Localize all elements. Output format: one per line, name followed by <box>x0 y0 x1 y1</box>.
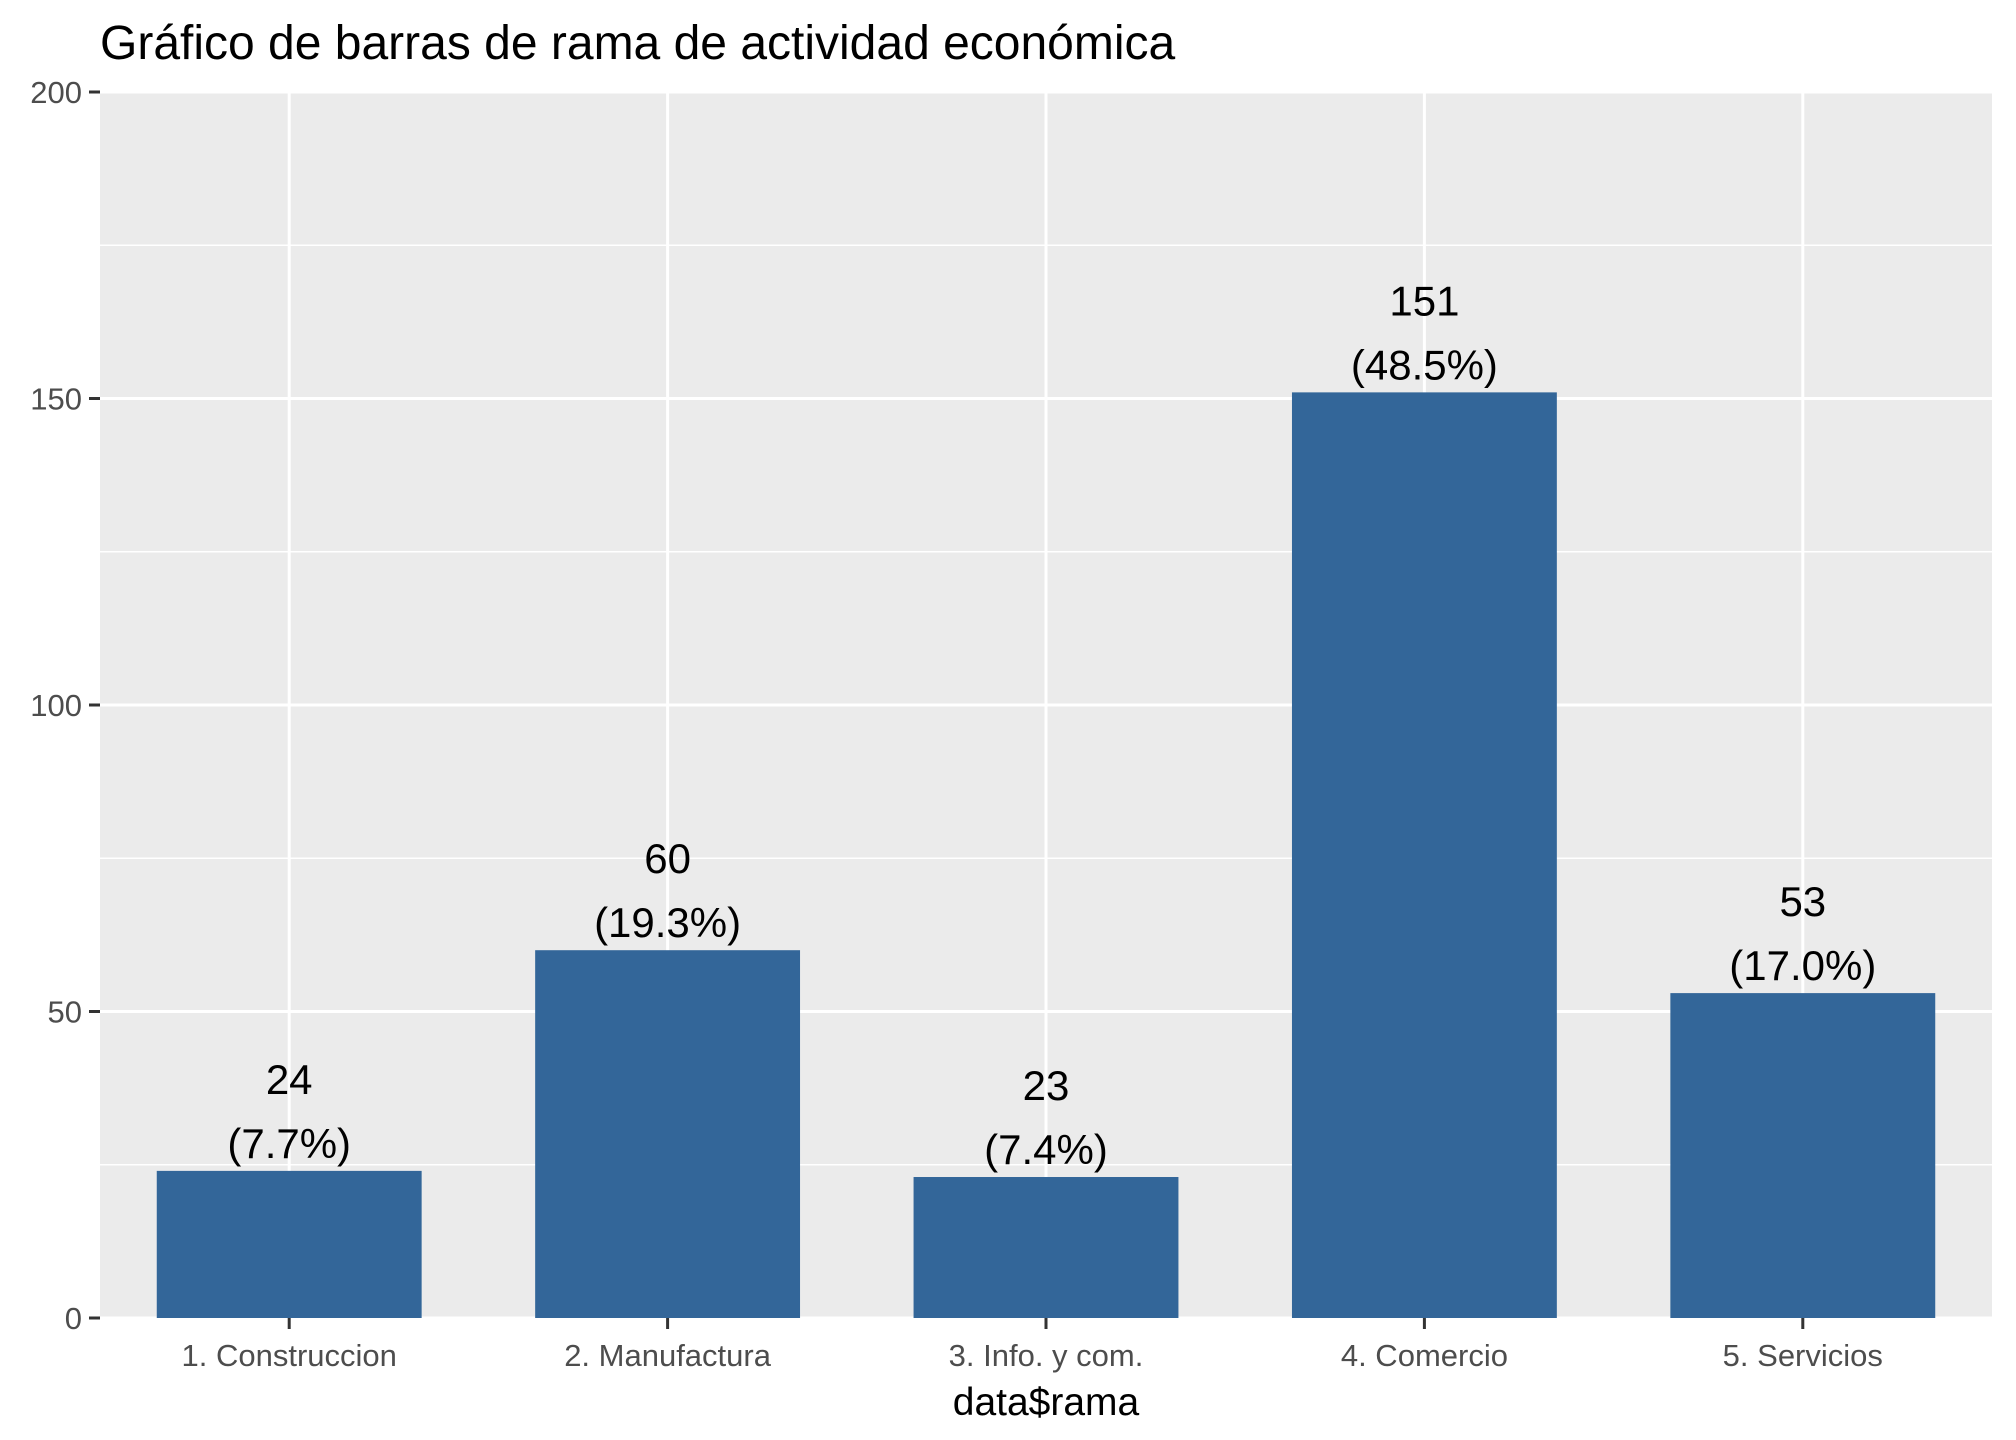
data-label-value: 23 <box>1023 1062 1070 1109</box>
data-label-percent: (17.0%) <box>1729 942 1876 989</box>
bar <box>156 1170 422 1318</box>
x-tick-label: 3. Info. y com. <box>949 1338 1144 1373</box>
bars <box>156 392 1936 1318</box>
x-tick-label: 4. Comercio <box>1341 1338 1508 1373</box>
bar <box>535 950 801 1318</box>
y-tick-label: 0 <box>65 1301 82 1336</box>
data-label-percent: (7.7%) <box>227 1120 351 1167</box>
data-label-value: 53 <box>1779 878 1826 925</box>
x-axis: 1. Construccion 2. Manufactura 3. Info. y … <box>182 1318 1883 1373</box>
x-tick-label: 5. Servicios <box>1723 1338 1883 1373</box>
data-label-percent: (19.3%) <box>594 899 741 946</box>
data-label-value: 151 <box>1389 277 1459 324</box>
x-tick-label: 2. Manufactura <box>564 1338 772 1373</box>
y-axis: 0 50 100 150 200 <box>30 75 100 1336</box>
data-label-value: 24 <box>266 1056 313 1103</box>
chart-title: Gráfico de barras de rama de actividad e… <box>100 17 1176 70</box>
y-tick-label: 50 <box>48 995 82 1030</box>
bar <box>913 1177 1179 1318</box>
data-label-percent: (7.4%) <box>984 1126 1108 1173</box>
data-label-percent: (48.5%) <box>1351 341 1498 388</box>
data-label-value: 60 <box>644 835 691 882</box>
x-axis-title: data$rama <box>953 1381 1140 1424</box>
x-tick-label: 1. Construccion <box>182 1338 397 1373</box>
data-labels: 24 (7.7%) 60 (19.3%) 23 (7.4%) 151 (48.5%) 53 (17… <box>227 277 1876 1173</box>
y-tick-label: 100 <box>30 688 82 723</box>
y-tick-label: 200 <box>30 75 82 110</box>
bar <box>1670 993 1936 1318</box>
bar <box>1291 392 1557 1318</box>
y-tick-label: 150 <box>30 382 82 417</box>
